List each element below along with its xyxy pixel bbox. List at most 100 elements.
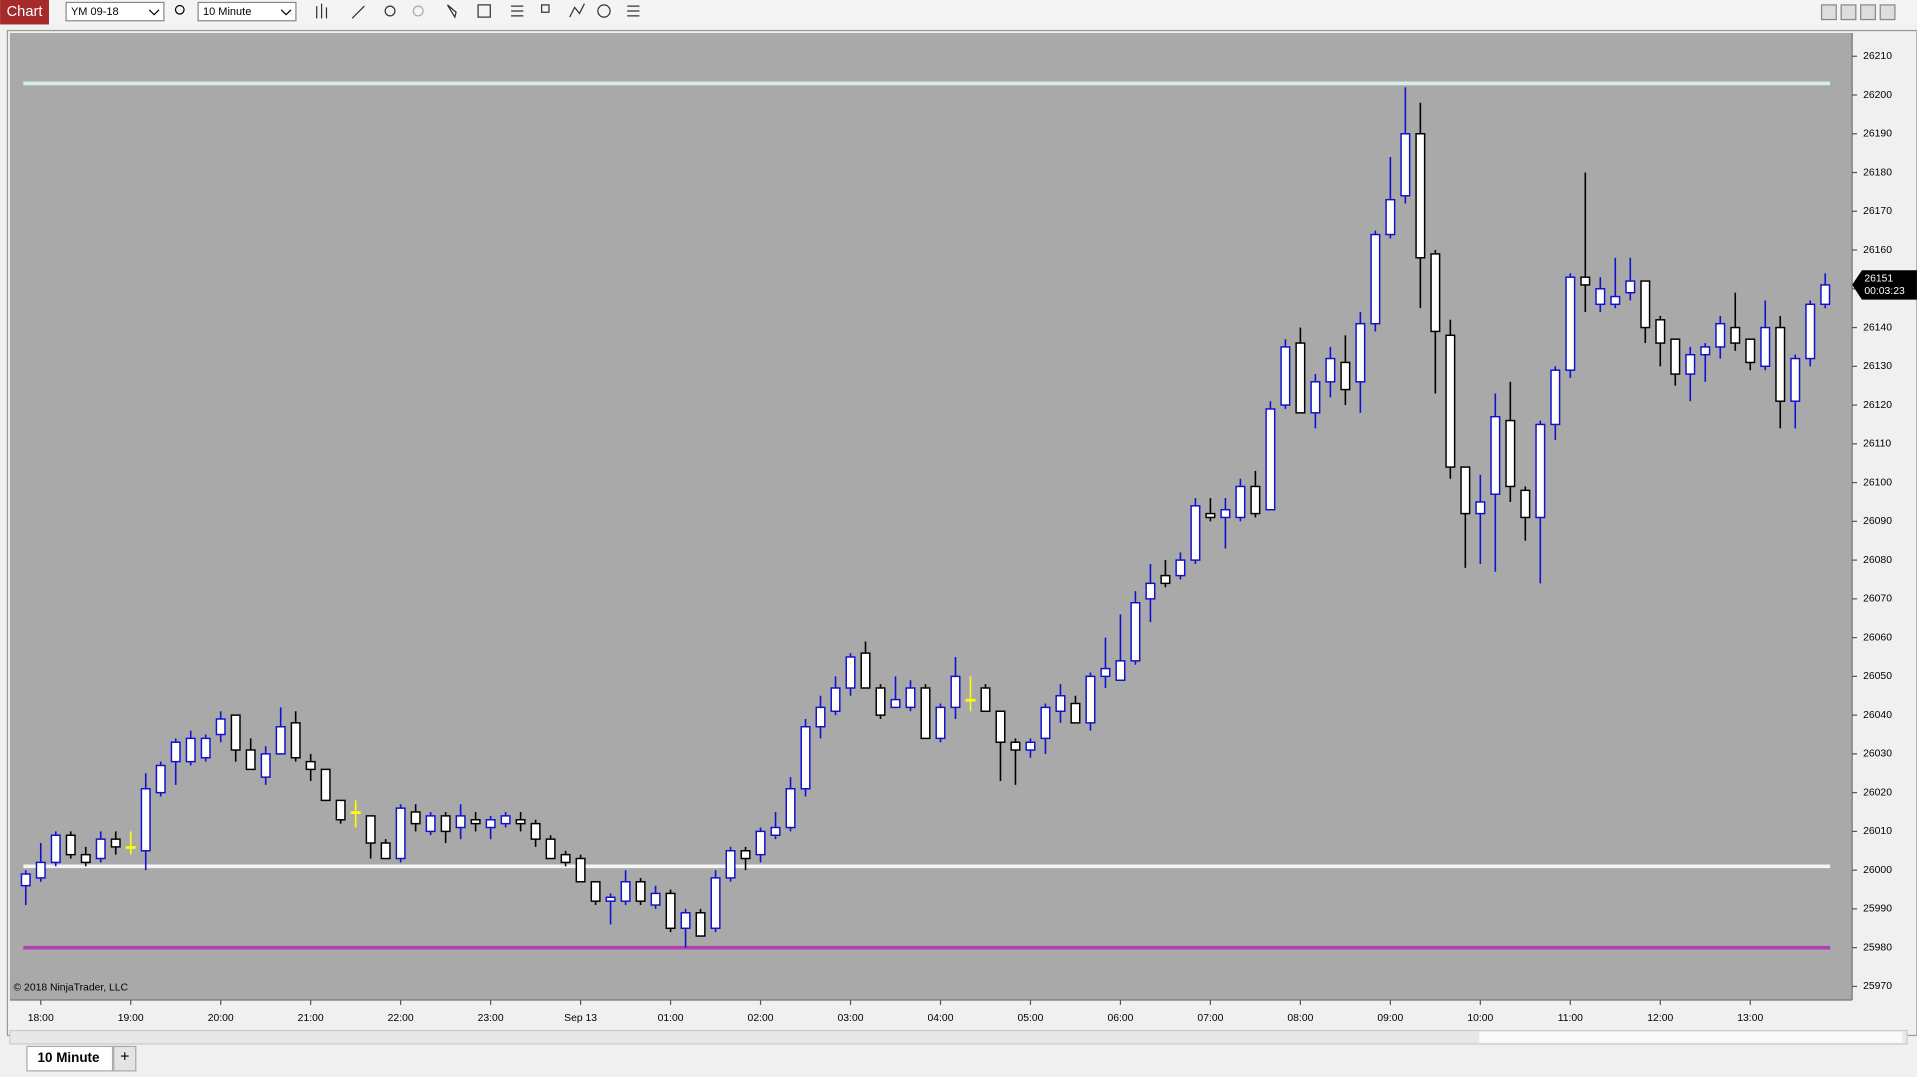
- candle-body: [20, 873, 31, 887]
- y-tick-label: 26070: [1863, 594, 1892, 605]
- last-price: 26151: [1864, 274, 1893, 285]
- candle-body: [410, 811, 421, 825]
- y-tick-label: 25980: [1863, 942, 1892, 953]
- add-tab[interactable]: [113, 1045, 137, 1072]
- candle-body: [1730, 326, 1741, 344]
- candle-body: [830, 687, 841, 712]
- candle-body: [1775, 326, 1786, 402]
- candle-body: [605, 896, 616, 902]
- candle-body: [275, 726, 286, 755]
- candle-body: [1010, 741, 1021, 751]
- candle-body: [1040, 706, 1051, 740]
- candle-body: [260, 753, 271, 778]
- candle-body: [755, 830, 766, 856]
- y-tick-label: 26200: [1863, 90, 1892, 101]
- y-tick-label: 26090: [1863, 516, 1892, 527]
- dropdown-arrow: [280, 9, 292, 16]
- candle-body: [320, 768, 331, 802]
- x-tick-label: 05:00: [1017, 1013, 1043, 1024]
- candle-body: [590, 881, 601, 902]
- candle-body: [920, 687, 931, 740]
- candle-body: [1220, 508, 1231, 519]
- y-tick-label: 26040: [1863, 710, 1892, 721]
- candle-body: [560, 853, 571, 864]
- candle-body: [1100, 667, 1111, 678]
- candle-body: [1460, 466, 1471, 515]
- candle-body: [995, 710, 1006, 743]
- candle-body: [230, 714, 241, 751]
- candle-body: [875, 687, 886, 716]
- candle-body: [800, 726, 811, 790]
- candle-body: [950, 675, 961, 709]
- candle-body: [1805, 303, 1816, 360]
- candle-body: [1295, 342, 1306, 414]
- candle-body: [1745, 338, 1756, 364]
- candle-body: [845, 656, 856, 689]
- y-tick-label: 26060: [1863, 632, 1892, 643]
- candle-body: [1280, 346, 1291, 406]
- y-tick-label: 26020: [1863, 787, 1892, 798]
- candle-body: [1160, 574, 1171, 585]
- candle-body: [1355, 322, 1366, 383]
- candle-body: [1370, 233, 1381, 325]
- candle-body: [185, 737, 196, 763]
- x-tick-label: 11:00: [1558, 1013, 1583, 1024]
- candle-body: [35, 861, 46, 879]
- candle-body: [200, 737, 211, 759]
- candle-body: [140, 788, 151, 852]
- candle-body: [170, 741, 181, 763]
- candle-body: [1415, 133, 1426, 259]
- x-tick-label: 07:00: [1197, 1013, 1223, 1024]
- candle-body: [80, 853, 91, 864]
- candle-body: [1490, 415, 1501, 495]
- candle-body: [665, 892, 676, 930]
- candle-body: [1235, 485, 1246, 519]
- candle-body: [1625, 280, 1636, 294]
- candle-body: [335, 799, 346, 821]
- candle-body: [1085, 675, 1096, 724]
- candle-body: [965, 698, 976, 702]
- tab[interactable]: [26, 1045, 114, 1072]
- x-tick-label: 10:00: [1467, 1013, 1493, 1024]
- candle-body: [215, 718, 226, 736]
- candle-body: [1385, 198, 1396, 236]
- y-tick-label: 26010: [1863, 826, 1892, 837]
- scrollbar[interactable]: [9, 1029, 1908, 1045]
- copyright: © 2018 NinjaTrader, LLC: [14, 983, 129, 994]
- chart-tab[interactable]: [0, 0, 49, 25]
- candle-body: [575, 857, 586, 883]
- y-tick-label: 26100: [1863, 477, 1892, 488]
- y-tick-label: 26120: [1863, 400, 1892, 411]
- candle-body: [440, 815, 451, 833]
- candle-body: [1190, 505, 1201, 561]
- search-icon[interactable]: [174, 4, 185, 15]
- y-tick-label: 26140: [1863, 322, 1892, 333]
- candle-body: [1265, 408, 1276, 511]
- candle-body: [1025, 741, 1036, 751]
- candle-body: [245, 749, 256, 771]
- price-marker: [1852, 270, 1917, 300]
- toolbar-icons[interactable]: [316, 3, 640, 19]
- y-tick-label: 26190: [1863, 129, 1892, 140]
- instrument-select[interactable]: [65, 1, 165, 22]
- interval-select[interactable]: [197, 1, 297, 22]
- x-tick-label: 08:00: [1287, 1013, 1313, 1024]
- candle-body: [1535, 423, 1546, 519]
- candle-body: [365, 815, 376, 844]
- x-tick-label: 03:00: [838, 1013, 864, 1024]
- candle-body: [515, 819, 526, 825]
- candle-body: [1580, 276, 1591, 286]
- y-tick-label: 25990: [1863, 904, 1892, 915]
- scroll-thumb[interactable]: [1479, 1031, 1903, 1043]
- x-tick-label: 18:00: [28, 1013, 54, 1024]
- y-tick-label: 26170: [1863, 206, 1892, 217]
- y-tick-label: 26160: [1863, 245, 1892, 256]
- candle-body: [890, 698, 901, 709]
- candle-body: [635, 881, 646, 902]
- x-tick-label: 21:00: [298, 1013, 324, 1024]
- candle-body: [695, 912, 706, 937]
- window-buttons[interactable]: [1820, 4, 1896, 21]
- candle-body: [110, 838, 121, 848]
- candle-body: [725, 850, 736, 879]
